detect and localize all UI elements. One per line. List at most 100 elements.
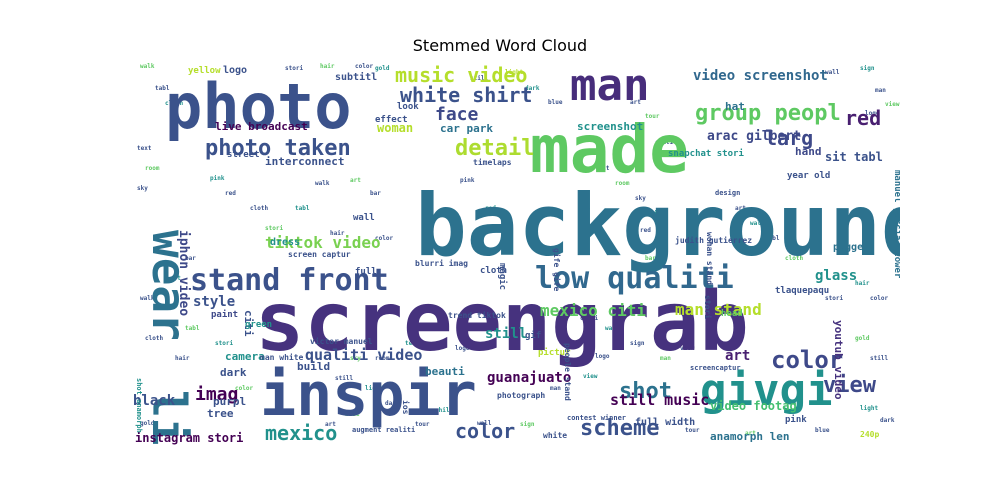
filler-word: view bbox=[885, 101, 900, 108]
filler-word: tabl bbox=[765, 235, 780, 242]
cloud-word: beauti bbox=[425, 365, 465, 378]
cloud-word: effect bbox=[375, 115, 408, 125]
filler-word: dark bbox=[385, 400, 400, 407]
filler-word: text bbox=[405, 340, 420, 347]
filler-word: color bbox=[355, 63, 373, 70]
cloud-word: youtub video bbox=[832, 320, 845, 400]
cloud-word: hat bbox=[725, 100, 745, 113]
filler-word: still bbox=[335, 375, 353, 382]
filler-word: blue bbox=[345, 411, 360, 418]
cloud-word: color bbox=[455, 419, 515, 443]
cloud-word: larg bbox=[765, 126, 813, 150]
cloud-word: tiktok video bbox=[265, 233, 381, 252]
cloud-word: street bbox=[227, 150, 260, 160]
filler-word: bar bbox=[645, 255, 656, 262]
cloud-word: tlaquepaqu bbox=[775, 286, 829, 296]
cloud-word: light bbox=[142, 390, 196, 445]
cloud-word: red bbox=[845, 106, 881, 130]
filler-word: text bbox=[595, 165, 610, 172]
filler-word: tour bbox=[415, 421, 430, 428]
cloud-word: green bbox=[245, 320, 272, 330]
cloud-word: music video bbox=[395, 63, 527, 87]
filler-word: sign bbox=[860, 65, 875, 72]
filler-word: art bbox=[350, 177, 361, 184]
filler-word: sky bbox=[350, 355, 361, 362]
filler-word: art bbox=[745, 430, 756, 437]
filler-word: blue bbox=[548, 99, 563, 106]
filler-word: art bbox=[170, 275, 181, 282]
cloud-word: look bbox=[397, 102, 419, 112]
cloud-word: woman bbox=[377, 121, 413, 135]
filler-word: stori bbox=[215, 340, 233, 347]
cloud-word: face bbox=[435, 104, 479, 125]
cloud-word: blurri imag bbox=[415, 258, 468, 268]
filler-word: room bbox=[615, 180, 630, 187]
cloud-word: iphon video bbox=[176, 230, 191, 316]
cloud-word: shot anamorph bbox=[135, 378, 143, 433]
cloud-word: design bbox=[715, 189, 740, 197]
cloud-word: detail bbox=[455, 136, 534, 161]
filler-word: wall bbox=[825, 69, 840, 76]
filler-word: hair bbox=[320, 63, 335, 70]
cloud-word: gif bbox=[525, 330, 541, 341]
filler-word: hair bbox=[175, 355, 190, 362]
cloud-word: still bbox=[485, 326, 527, 342]
filler-word: color bbox=[375, 235, 393, 242]
cloud-word: subtitl bbox=[335, 71, 377, 83]
filler-word: still bbox=[470, 75, 488, 82]
cloud-word: interconnect bbox=[265, 155, 344, 168]
cloud-word: givgi bbox=[700, 365, 832, 416]
filler-word: sky bbox=[137, 185, 148, 192]
filler-word: stori bbox=[285, 65, 303, 72]
filler-word: wall bbox=[605, 325, 620, 332]
cloud-word: paint bbox=[211, 309, 238, 320]
filler-word: man bbox=[660, 355, 671, 362]
cloud-word: color bbox=[771, 346, 843, 374]
filler-word: cloth bbox=[145, 335, 163, 342]
cloud-word: purpl bbox=[213, 395, 246, 408]
cloud-word: screencaptur bbox=[690, 364, 741, 372]
cloud-word: trend tiktok bbox=[448, 310, 506, 320]
filler-word: tabl bbox=[185, 325, 200, 332]
filler-word: pink bbox=[650, 210, 665, 217]
filler-word: color bbox=[870, 295, 888, 302]
cloud-word: man bbox=[570, 60, 649, 111]
filler-word: walk bbox=[750, 220, 765, 227]
filler-word: pink bbox=[460, 177, 475, 184]
filler-word: light bbox=[505, 69, 523, 76]
cloud-word: scheme bbox=[580, 416, 659, 441]
cloud-word: logo bbox=[223, 65, 247, 76]
cloud-word: background bbox=[415, 176, 900, 276]
cloud-word: contest winner bbox=[567, 414, 626, 422]
filler-word: logo bbox=[865, 110, 880, 117]
filler-word: tour bbox=[685, 427, 700, 434]
cloud-word: ios bbox=[401, 400, 411, 415]
cloud-word: dress bbox=[270, 237, 300, 248]
cloud-word: stand front bbox=[190, 263, 389, 298]
filler-word: tabl bbox=[295, 205, 310, 212]
cloud-background bbox=[125, 60, 900, 445]
filler-word: gold bbox=[855, 335, 870, 342]
cloud-word: yellow bbox=[188, 66, 221, 76]
filler-word: hair bbox=[855, 280, 870, 287]
filler-word: stori bbox=[265, 225, 283, 232]
filler-word: chili bbox=[435, 407, 453, 414]
cloud-word: tree bbox=[207, 407, 234, 420]
filler-word: gold bbox=[140, 420, 155, 427]
filler-word: bar bbox=[185, 255, 196, 262]
cloud-word: style bbox=[193, 294, 235, 310]
cloud-word: mexico bbox=[265, 421, 337, 445]
cloud-word: qualiti video bbox=[305, 346, 422, 364]
cloud-word: still music bbox=[610, 391, 709, 409]
filler-word: logo bbox=[455, 345, 470, 352]
cloud-word: live broadcast bbox=[215, 120, 308, 133]
filler-word: tour bbox=[645, 113, 660, 120]
filler-word: red bbox=[640, 227, 651, 234]
cloud-word: video footag bbox=[710, 399, 797, 413]
filler-word: room bbox=[375, 355, 390, 362]
filler-word: wall bbox=[477, 420, 492, 427]
cloud-word: photograph bbox=[497, 391, 545, 400]
cloud-word: made bbox=[530, 111, 689, 188]
cloud-word: woman stand bbox=[705, 232, 714, 285]
filler-word: tabl bbox=[155, 85, 170, 92]
